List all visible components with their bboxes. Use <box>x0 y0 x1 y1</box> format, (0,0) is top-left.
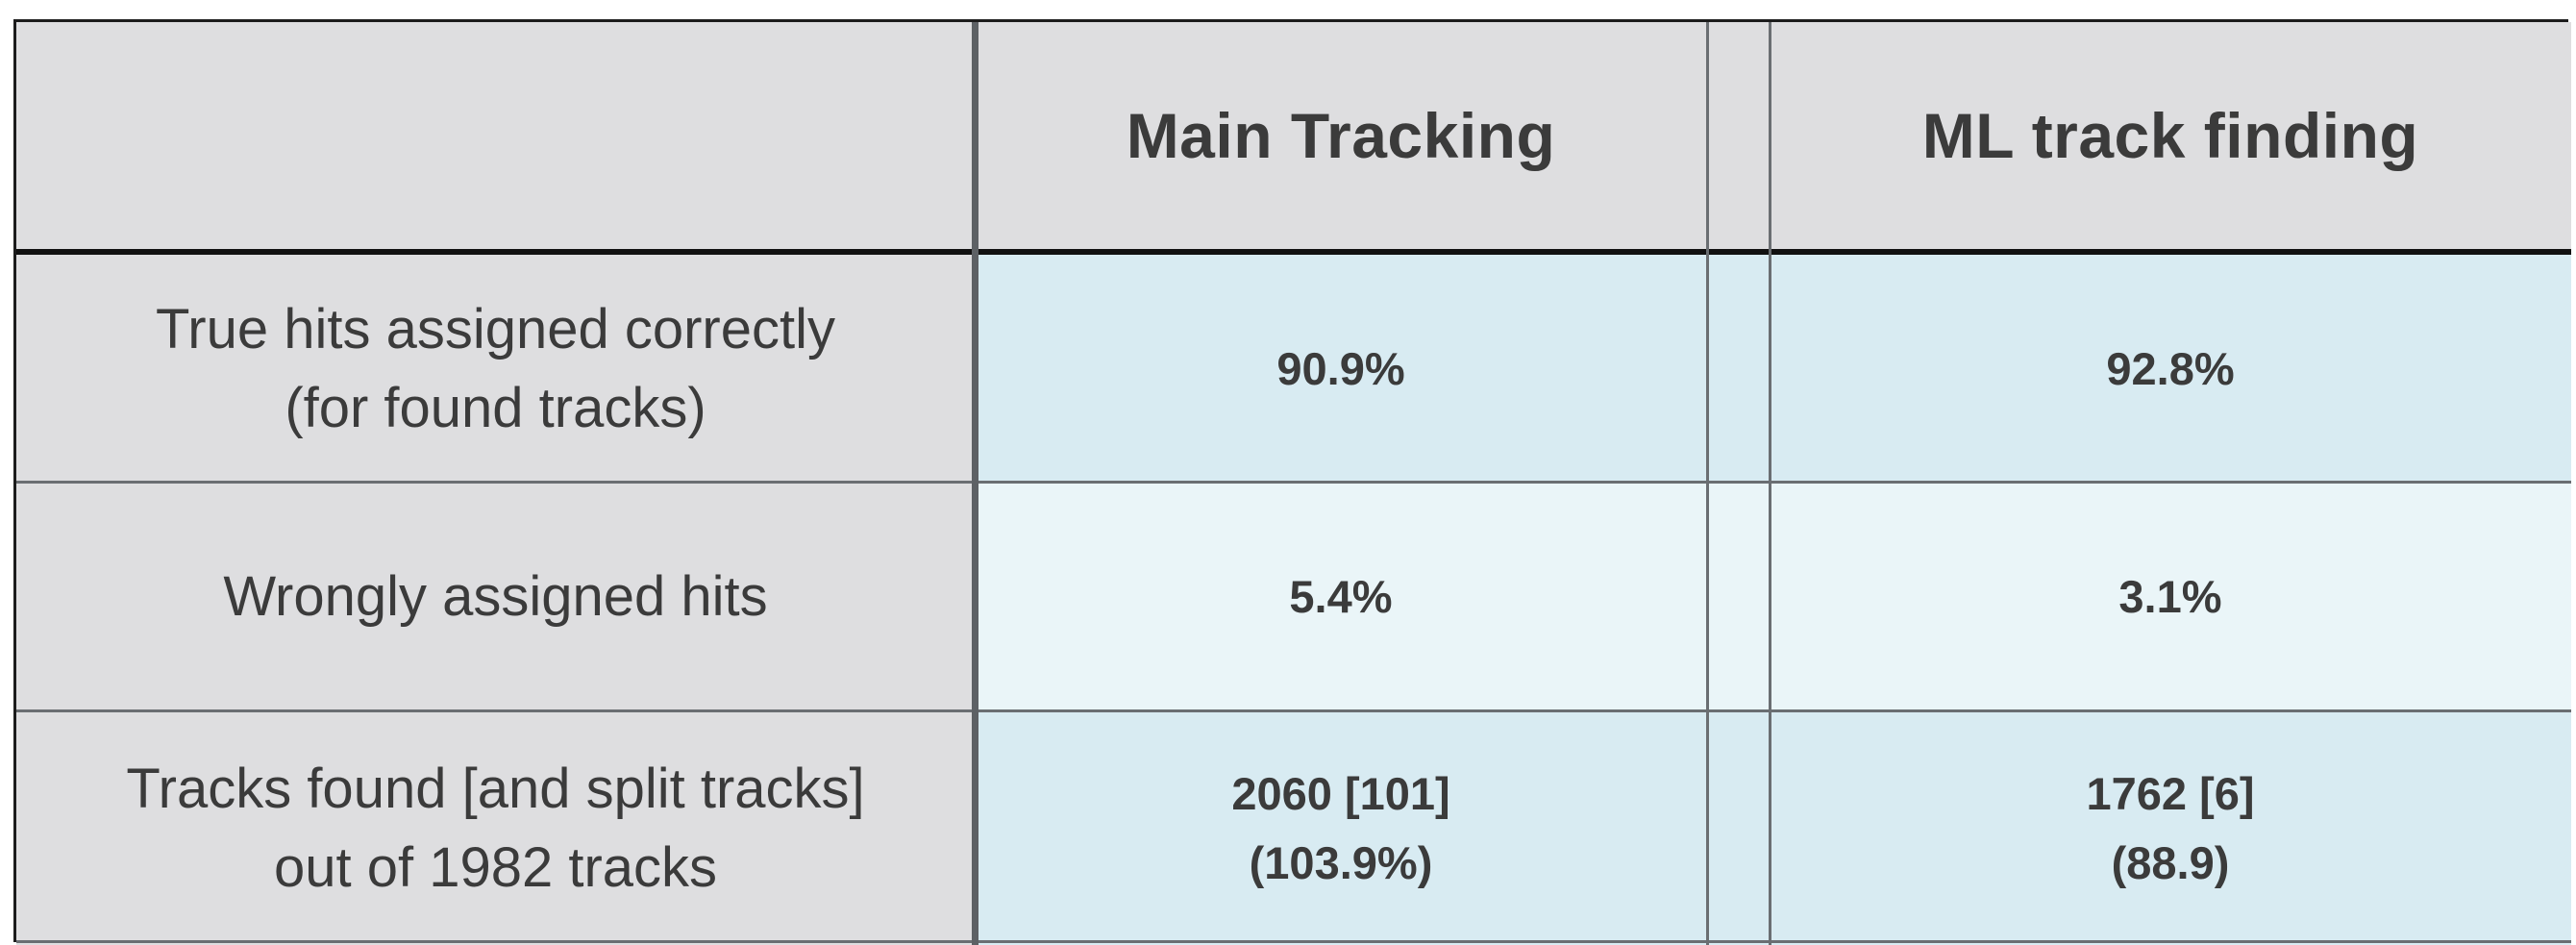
value-line: 2060 [101] <box>1231 767 1450 819</box>
header-spacer-cell <box>1707 22 1770 249</box>
value-line: (103.9%) <box>1249 836 1433 888</box>
row-label-wrongly-assigned: Wrongly assigned hits <box>16 483 975 711</box>
value-line: 90.9% <box>1276 342 1405 394</box>
value-ml-tracks-found: 1762 [6] (88.9) <box>1770 711 2571 945</box>
spacer-cell <box>1707 711 1770 945</box>
value-main-tracks-found: 2060 [101] (103.9%) <box>975 711 1707 945</box>
header-main-tracking: Main Tracking <box>975 22 1707 249</box>
row-label-true-hits: True hits assigned correctly (for found … <box>16 255 975 483</box>
value-line: 1762 [6] <box>2086 767 2255 819</box>
comparison-table: Main Tracking ML track finding True hits… <box>13 19 2571 945</box>
column-divider <box>1706 22 1709 945</box>
spacer-cell <box>1707 483 1770 711</box>
row-label-line: Tracks found [and split tracks] <box>126 757 865 820</box>
row-label-line: Wrongly assigned hits <box>223 565 768 628</box>
header-ml-track-finding-label: ML track finding <box>1921 100 2419 171</box>
row-label-line: True hits assigned correctly <box>155 297 836 361</box>
value-line: 5.4% <box>1289 571 1393 622</box>
row-divider <box>16 709 2571 712</box>
value-ml-true-hits: 92.8% <box>1770 255 2571 483</box>
value-main-true-hits: 90.9% <box>975 255 1707 483</box>
header-ml-track-finding: ML track finding <box>1770 22 2571 249</box>
row-label-line: out of 1982 tracks <box>273 835 718 899</box>
row-label-tracks-found: Tracks found [and split tracks] out of 1… <box>16 711 975 945</box>
column-divider <box>1769 22 1771 945</box>
value-main-wrongly-assigned: 5.4% <box>975 483 1707 711</box>
header-main-tracking-label: Main Tracking <box>1126 100 1556 171</box>
value-line: 92.8% <box>2106 342 2235 394</box>
value-ml-wrongly-assigned: 3.1% <box>1770 483 2571 711</box>
header-divider <box>16 249 2571 255</box>
row-label-line: (for found tracks) <box>285 376 706 439</box>
header-corner-cell <box>16 22 975 249</box>
label-column-divider <box>972 22 978 945</box>
row-divider <box>16 481 2571 484</box>
spacer-cell <box>1707 255 1770 483</box>
value-line: 3.1% <box>2118 571 2222 622</box>
value-line: (88.9) <box>2111 836 2230 888</box>
